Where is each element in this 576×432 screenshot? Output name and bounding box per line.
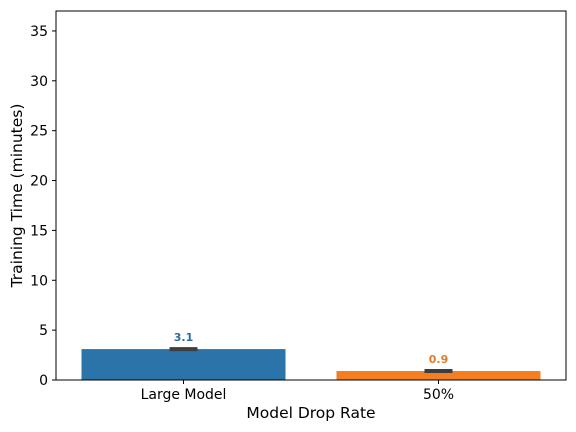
error-bars-layer	[169, 347, 453, 374]
data-labels-layer: 3.1 0.9	[174, 331, 449, 366]
bar-0	[81, 349, 286, 380]
y-tick-label-3: 15	[30, 223, 48, 239]
y-axis: 0 5 10 15 20 25 30 35	[30, 24, 56, 389]
y-tick-label-1: 5	[39, 323, 48, 339]
bars-layer	[81, 349, 541, 380]
y-axis-title: Training Time (minutes)	[8, 104, 26, 289]
bar-1	[336, 371, 541, 380]
data-label-1: 0.9	[429, 353, 449, 366]
y-tick-label-4: 20	[30, 174, 48, 190]
y-tick-label-0: 0	[39, 373, 48, 389]
y-tick-label-7: 35	[30, 24, 48, 40]
x-tick-label-1: 50%	[423, 387, 454, 403]
plot-frame	[55, 10, 567, 381]
x-axis: Large Model 50%	[141, 380, 454, 403]
y-tick-label-2: 10	[30, 273, 48, 289]
y-tick-label-5: 25	[30, 124, 48, 140]
x-tick-label-0: Large Model	[141, 387, 227, 403]
y-tick-label-6: 30	[30, 74, 48, 90]
data-label-0: 3.1	[174, 331, 194, 344]
x-axis-title: Model Drop Rate	[246, 404, 375, 422]
